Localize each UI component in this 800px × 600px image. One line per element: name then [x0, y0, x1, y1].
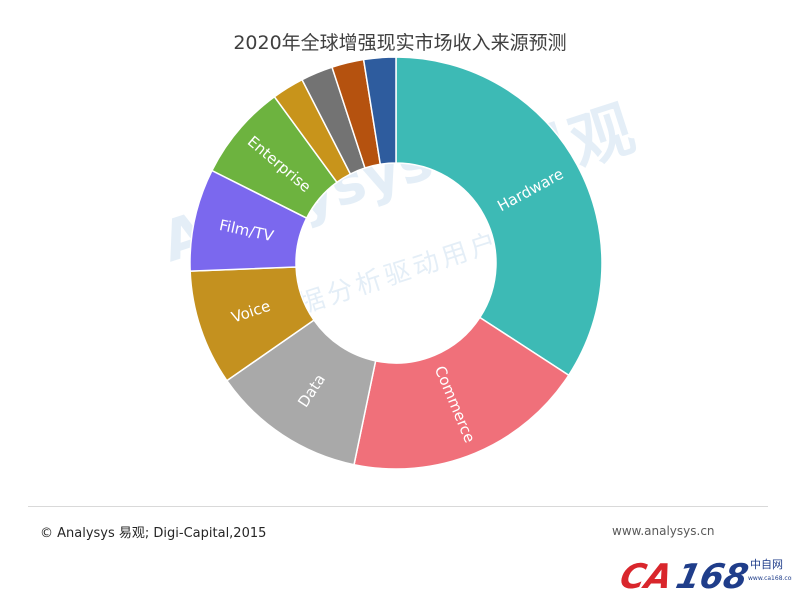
source-note: © Analysys 易观; Digi-Capital,2015: [40, 526, 267, 541]
slice-commerce: [353, 316, 570, 470]
slice-unlabeled-10: [362, 56, 397, 166]
slices-group: [189, 56, 603, 470]
ca168-logo: CA 168 中自网 www.ca168.com: [616, 557, 792, 596]
slice-hardware: [395, 56, 603, 377]
logo-url: www.ca168.com: [748, 575, 792, 582]
logo-cn: 中自网: [750, 558, 783, 571]
logo-ca: CA: [616, 557, 676, 596]
website-link[interactable]: www.analysys.cn: [612, 524, 715, 538]
chart-title: 2020年全球增强现实市场收入来源预测: [233, 32, 567, 54]
donut-chart: Analysys 易观 大数据分析驱动用户成长 HardwareCommerce…: [154, 56, 643, 470]
logo-168: 168: [672, 557, 751, 596]
footer-divider: [28, 506, 768, 507]
